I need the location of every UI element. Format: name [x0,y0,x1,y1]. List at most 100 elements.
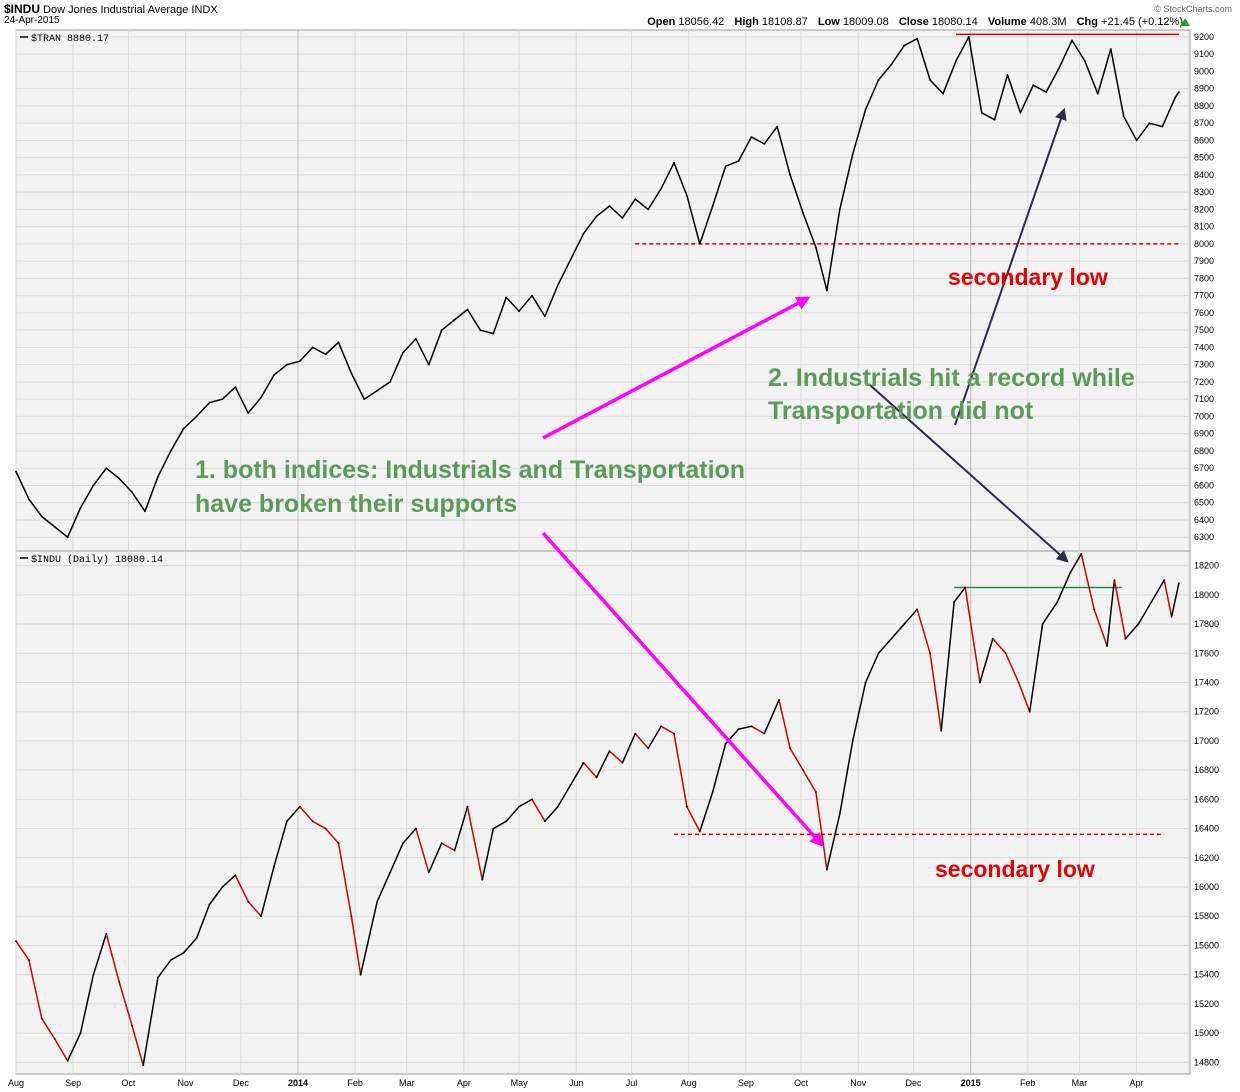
series-segment [1124,623,1140,640]
data-point [776,125,779,128]
data-point [750,136,753,138]
y-tick-label: 8700 [1194,118,1214,128]
low-value: 18009.08 [842,16,889,28]
data-point [505,820,508,823]
series-segment [53,1038,69,1062]
series-segment [789,747,804,771]
series-segment [851,681,867,742]
data-point [686,805,688,808]
series-segment [964,586,981,684]
data-point [427,871,430,874]
y-tick-label: 7200 [1194,377,1214,387]
data-point [66,1060,69,1062]
data-point [763,732,766,735]
series-segment [182,937,198,954]
series-segment [453,805,469,852]
chg-value: +21.45 (+0.12%) [1101,16,1183,28]
series-segment [1113,579,1127,640]
data-point [979,681,981,684]
data-point [851,740,854,742]
series-segment [286,805,301,823]
data-point [66,536,69,539]
data-point [877,652,880,655]
data-point [724,742,727,745]
series-segment [466,805,484,881]
series-segment [1056,572,1071,603]
series-segment [1080,553,1095,611]
data-point [260,396,262,399]
y-tick-label: 8000 [1194,239,1214,249]
data-point [1080,553,1083,555]
data-point [359,973,362,976]
data-point [492,827,495,830]
series-segment [557,783,572,808]
series-segment [815,791,828,871]
y-tick-label: 7500 [1194,325,1214,335]
series-segment [737,725,753,730]
series-segment [518,798,533,808]
data-point [877,79,880,81]
data-point [1170,615,1173,618]
data-point [763,143,766,145]
y-tick-label: 6700 [1194,463,1214,473]
data-point [79,507,82,509]
y-tick-label: 8600 [1194,135,1214,145]
broken-support-annotation-line1: 1. both indices: Industrials and Transpo… [195,456,745,484]
data-point [234,386,237,388]
series-segment [711,743,727,793]
x-tick-label: Dec [906,1078,923,1088]
series-segment [686,805,701,833]
data-point [815,791,817,793]
data-point [157,475,159,478]
data-point [1174,96,1177,99]
symbol-title: $INDU Dow Jones Industrial Average INDX [4,2,218,16]
data-point [724,165,727,168]
y-tick-label: 16600 [1194,794,1219,804]
data-point [376,900,379,903]
data-point [1148,122,1151,125]
data-point [778,699,780,701]
data-point [1032,84,1035,87]
data-point [221,398,224,401]
data-point [980,111,983,114]
x-tick-label: Sep [738,1078,754,1088]
data-point [131,491,134,494]
data-point [15,940,17,942]
data-point [376,389,379,392]
series-segment [582,762,598,779]
x-tick-label: Jun [569,1078,584,1088]
data-point [569,783,572,786]
data-point [964,586,967,589]
y-tick-label: 7700 [1194,291,1214,301]
series-segment [660,725,675,735]
data-point [634,732,637,735]
data-point [286,363,288,366]
data-point [737,728,740,731]
data-point [182,951,185,954]
series-segment [569,762,585,786]
data-point [802,769,804,771]
data-point [389,381,391,383]
data-point [15,470,17,473]
series-segment [350,915,362,976]
panel-background [15,550,1191,1075]
series-segment [903,608,918,625]
data-point [1135,139,1138,142]
series-segment [763,699,780,735]
panel-label: $INDU (Daily) 18080.14 [31,554,163,566]
data-point [157,976,159,979]
series-segment [311,820,327,830]
data-point [182,427,185,430]
x-tick-label: Feb [1020,1078,1036,1088]
data-point [890,63,893,66]
data-point [247,412,250,414]
y-tick-label: 8400 [1194,170,1214,180]
y-tick-label: 8200 [1194,204,1214,214]
data-point [415,827,417,830]
data-point [28,959,30,961]
data-point [1071,39,1073,42]
data-point [415,337,417,340]
series-segment [481,827,495,881]
y-tick-label: 16000 [1194,882,1219,892]
series-segment [916,608,931,655]
